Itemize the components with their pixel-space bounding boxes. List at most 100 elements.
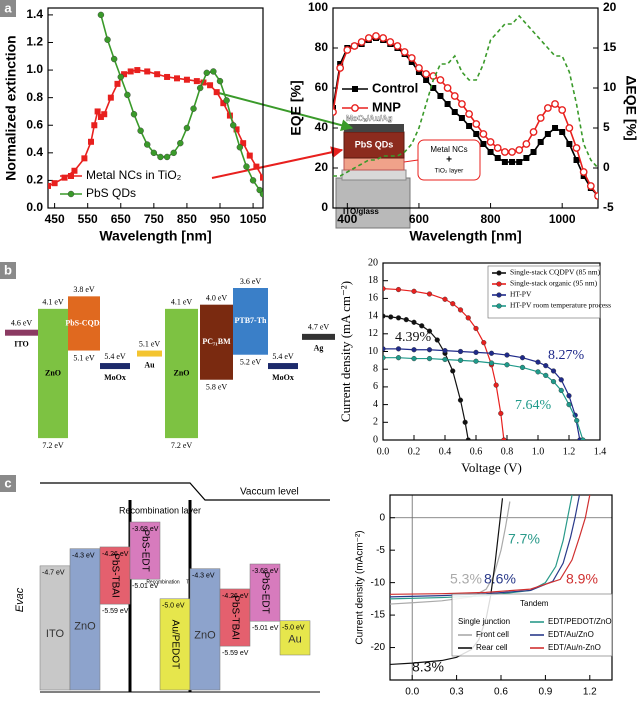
marker [558, 387, 564, 394]
band-name: PbS-CQDs [65, 318, 102, 327]
energy-label: -5.0 eV [162, 603, 185, 610]
band-name: PTB7-Th [234, 316, 267, 325]
marker [523, 155, 530, 161]
marker [488, 350, 495, 356]
marker [487, 149, 494, 155]
energy-label: -5.01 eV [252, 625, 279, 632]
vacuum-line [40, 482, 330, 501]
marker [543, 363, 549, 369]
marker [395, 346, 402, 352]
energy-label: 5.4 eV [272, 352, 294, 361]
marker [407, 54, 416, 62]
marker [107, 94, 114, 101]
marker [364, 34, 373, 42]
y-tick-label: 0 [379, 512, 385, 523]
marker [465, 315, 471, 321]
marker [530, 149, 537, 155]
band-level [233, 288, 268, 355]
marker [190, 105, 197, 112]
marker [444, 101, 451, 107]
energy-label: 4.1 eV [171, 298, 193, 307]
marker [426, 355, 433, 362]
y-tick-label: 1.2 [26, 35, 43, 49]
marker [403, 317, 409, 323]
energy-label: -5.01 eV [132, 583, 159, 590]
band-level [165, 308, 198, 439]
legend-box [451, 593, 613, 657]
marker [450, 92, 459, 100]
marker [411, 347, 417, 353]
y-tick-label: 0 [321, 200, 328, 214]
y2-tick-label: 0 [603, 160, 610, 174]
arrow [211, 146, 344, 179]
marker [458, 115, 465, 121]
band-name: ZnO [173, 368, 189, 377]
marker [558, 377, 564, 383]
marker [442, 356, 448, 363]
marker [71, 167, 78, 174]
marker [203, 69, 210, 77]
marker [423, 77, 430, 83]
legend-label: Single-stack CQDPV (85 nm) [510, 268, 601, 277]
y-tick-label: 80 [315, 40, 329, 54]
y-tick-label: 20 [315, 160, 329, 174]
y-tick-label: 12 [368, 328, 378, 339]
band-name: Au [288, 633, 301, 645]
marker [127, 68, 134, 75]
x-axis-label: Wavelength [nm] [99, 228, 211, 244]
marker [550, 378, 557, 385]
marker [220, 100, 227, 107]
energy-label: 5.8 eV [206, 383, 228, 392]
marker [450, 301, 456, 307]
band-level [268, 363, 298, 370]
y-tick-label: 1.0 [26, 62, 43, 76]
band-level [279, 620, 311, 656]
marker [479, 130, 488, 138]
diagram-text: Evac [14, 587, 26, 612]
y-tick-label: 14 [368, 310, 378, 321]
marker [451, 109, 458, 115]
band-name: MoOx [272, 373, 294, 382]
marker [110, 55, 118, 63]
x-tick-label: 0.6 [470, 446, 483, 457]
pbs-layer [343, 131, 405, 159]
y2-tick-label: 20 [603, 0, 617, 14]
energy-label: 7.2 eV [171, 441, 193, 450]
marker [236, 144, 244, 151]
marker [88, 138, 94, 145]
energy-label: -4.3 eV [72, 553, 95, 560]
legend-label: EDT/Au/n-ZnO [548, 643, 601, 652]
marker [357, 38, 366, 46]
y-tick-label: 0.6 [26, 117, 43, 131]
marker [522, 140, 531, 148]
x-tick-label: 750 [144, 212, 164, 226]
marker [543, 372, 549, 378]
legend-marker [67, 190, 75, 198]
marker [81, 155, 88, 162]
marker [434, 337, 440, 343]
x-tick-label: 1000 [549, 212, 576, 226]
x-tick-label: 400 [337, 212, 357, 226]
series-line [100, 14, 263, 195]
marker [450, 368, 456, 374]
legend-label: Rear cell [476, 643, 508, 652]
marker [213, 89, 220, 96]
marker [488, 360, 495, 366]
x-axis-label: Wavelength [nm] [409, 228, 521, 244]
marker [183, 76, 190, 83]
x-tick-label: 0.0 [377, 446, 390, 457]
marker [519, 355, 526, 361]
top-electrode [344, 124, 404, 132]
band-level [137, 350, 162, 357]
marker [473, 349, 479, 355]
marker [465, 110, 473, 118]
marker [415, 64, 423, 72]
x-tick-label: 1.0 [532, 446, 545, 457]
marker [388, 314, 394, 320]
panel-label-box [0, 475, 16, 492]
energy-label: -5.59 eV [222, 650, 249, 657]
marker [436, 76, 445, 84]
glass-substrate [335, 177, 411, 229]
band-name: ZnO [194, 629, 216, 641]
